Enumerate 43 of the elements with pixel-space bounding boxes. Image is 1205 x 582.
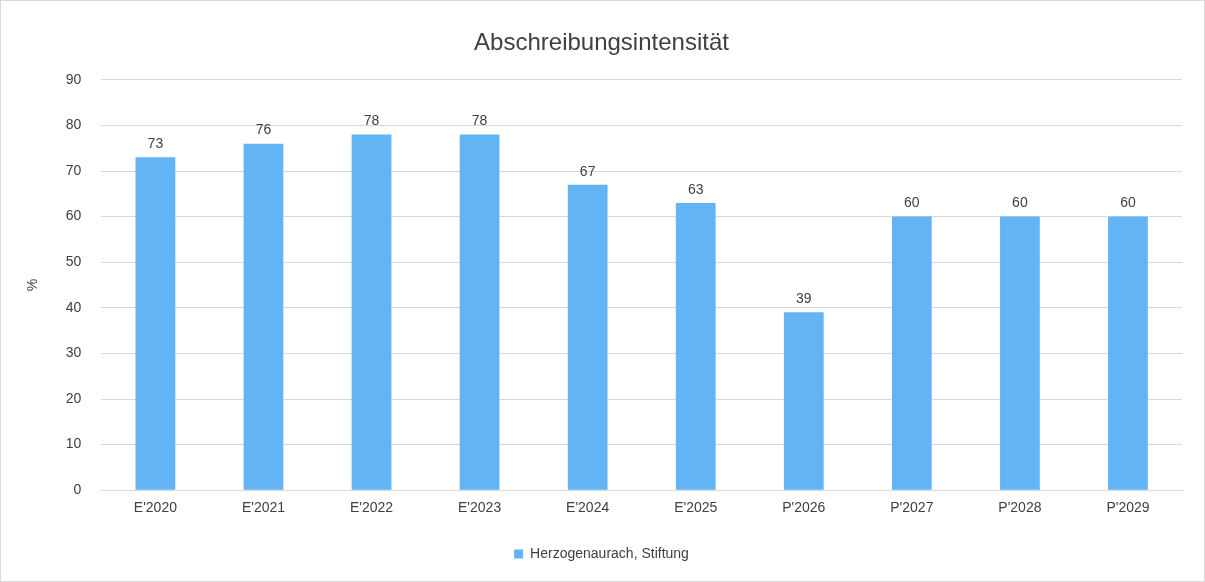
y-tick-label: 50 bbox=[65, 253, 82, 270]
y-tick-label: 20 bbox=[65, 389, 82, 406]
bar bbox=[1108, 216, 1148, 490]
y-tick-label: 90 bbox=[65, 70, 82, 87]
y-tick-label: 40 bbox=[65, 298, 82, 315]
bar bbox=[783, 312, 824, 490]
data-label: 78 bbox=[471, 112, 488, 129]
bar bbox=[459, 134, 500, 490]
bar bbox=[567, 184, 608, 490]
x-tick-label: E'2020 bbox=[133, 499, 178, 516]
y-tick-label: 80 bbox=[65, 116, 82, 133]
y-tick-label: 0 bbox=[73, 481, 82, 498]
data-label: 67 bbox=[579, 162, 596, 179]
y-tick-label: 10 bbox=[65, 435, 82, 452]
x-tick-label: P'2028 bbox=[998, 499, 1042, 516]
bar bbox=[675, 202, 716, 490]
y-axis-title: % bbox=[24, 278, 41, 292]
y-tick-label: 30 bbox=[65, 344, 82, 361]
y-tick-label: 70 bbox=[65, 161, 82, 178]
y-tick-label: 60 bbox=[65, 207, 82, 224]
data-label: 78 bbox=[363, 112, 380, 129]
bar bbox=[135, 157, 176, 490]
data-label: 76 bbox=[255, 121, 272, 138]
data-label: 60 bbox=[904, 194, 920, 211]
data-label: 73 bbox=[147, 135, 164, 152]
bar bbox=[1000, 216, 1040, 490]
x-tick-label: P'2029 bbox=[1106, 499, 1150, 516]
x-tick-label: P'2026 bbox=[782, 499, 826, 516]
x-tick-label: E'2022 bbox=[349, 499, 394, 516]
chart-title: Abschreibungsintensität bbox=[474, 28, 730, 56]
x-tick-label: E'2025 bbox=[674, 499, 718, 516]
data-label: 39 bbox=[795, 290, 812, 307]
data-label: 60 bbox=[1012, 194, 1028, 211]
bar bbox=[891, 216, 932, 490]
x-tick-label: E'2021 bbox=[241, 499, 286, 516]
bar bbox=[243, 143, 284, 490]
legend-label: Herzogenaurach, Stiftung bbox=[530, 544, 689, 561]
data-label: 60 bbox=[1120, 194, 1136, 211]
x-tick-label: P'2027 bbox=[890, 499, 934, 516]
x-tick-label: E'2024 bbox=[566, 499, 610, 516]
bar bbox=[351, 134, 392, 490]
data-label: 63 bbox=[687, 180, 704, 197]
x-tick-label: E'2023 bbox=[458, 499, 502, 516]
